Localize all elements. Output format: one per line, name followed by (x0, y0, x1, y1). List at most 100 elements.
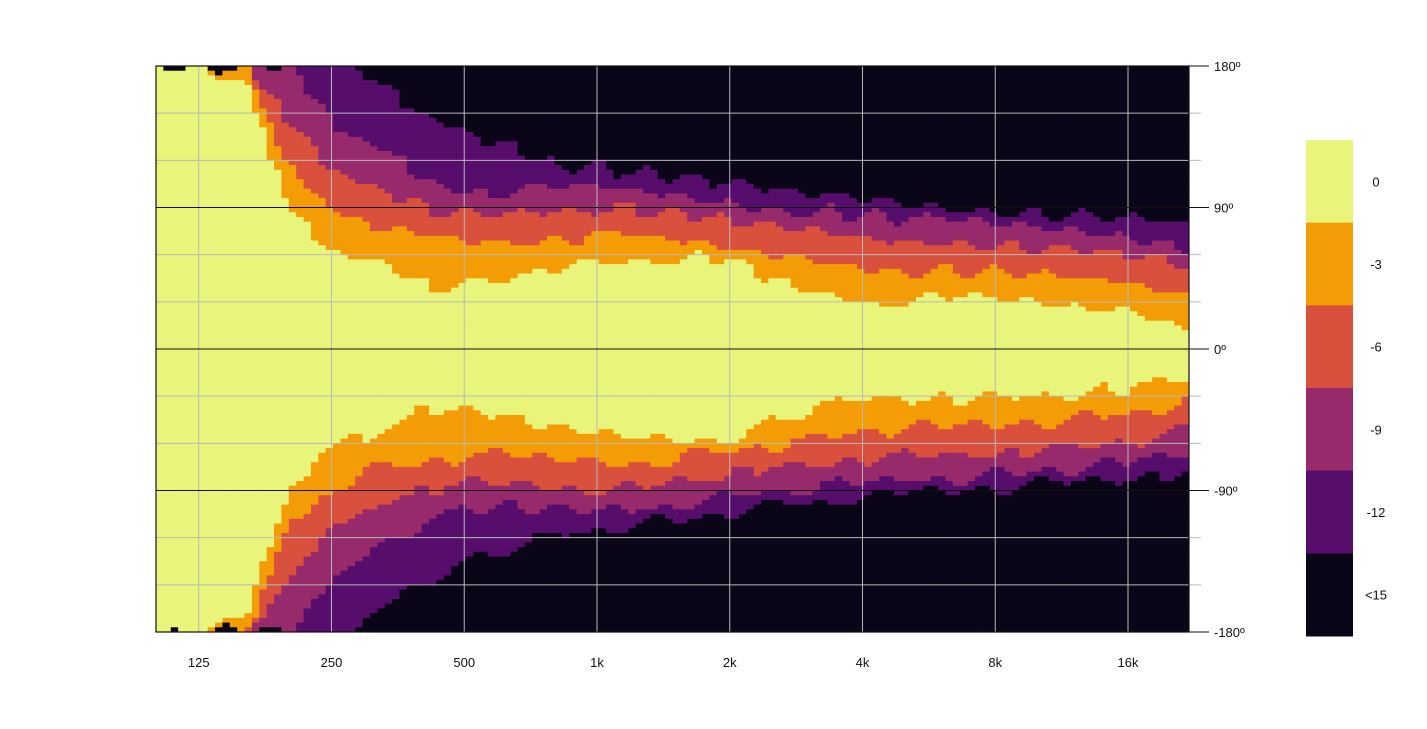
heatmap-cell (436, 344, 445, 350)
heatmap-cell (222, 344, 231, 350)
heatmap-cell (288, 306, 297, 312)
heatmap-cell (318, 221, 327, 227)
heatmap-cell (229, 514, 238, 520)
heatmap-cell (274, 400, 283, 407)
heatmap-cell (414, 608, 423, 614)
heatmap-cell (288, 471, 297, 477)
heatmap-cell (178, 193, 187, 199)
heatmap-cell (288, 282, 297, 289)
heatmap-cell (355, 386, 364, 393)
heatmap-cell (340, 268, 349, 275)
heatmap-cell (429, 297, 437, 303)
heatmap-cell (340, 136, 349, 143)
heatmap-cell (288, 504, 297, 510)
heatmap-cell (318, 490, 327, 496)
heatmap-cell (451, 70, 460, 77)
heatmap-cell (237, 165, 246, 171)
heatmap-cell (310, 499, 319, 506)
heatmap-cell (443, 429, 452, 435)
heatmap-cell (355, 141, 364, 147)
heatmap-cell (237, 259, 246, 265)
heatmap-cell (303, 117, 312, 124)
heatmap-cell (406, 532, 415, 539)
heatmap-cell (333, 339, 342, 345)
heatmap-cell (362, 103, 371, 110)
heatmap-cell (340, 108, 349, 114)
heatmap-cell (392, 268, 401, 275)
heatmap-cell (310, 249, 319, 256)
heatmap-cell (369, 80, 378, 86)
heatmap-cell (259, 528, 268, 534)
heatmap-cell (156, 353, 164, 360)
heatmap-cell (392, 495, 401, 501)
heatmap-cell (156, 448, 164, 454)
heatmap-cell (451, 490, 460, 496)
heatmap-cell (443, 221, 452, 227)
heatmap-cell (399, 99, 408, 105)
heatmap-cell (421, 146, 430, 152)
heatmap-cell (347, 198, 356, 204)
heatmap-cell (406, 245, 415, 251)
heatmap-cell (340, 146, 349, 152)
heatmap-cell (362, 518, 371, 525)
heatmap-cell (362, 415, 371, 421)
heatmap-cell (274, 132, 283, 138)
heatmap-cell (237, 339, 246, 345)
heatmap-cell (333, 315, 342, 322)
heatmap-cell (406, 457, 415, 463)
heatmap-cell (414, 509, 423, 515)
heatmap-cell (185, 183, 194, 190)
heatmap-cell (443, 622, 452, 628)
heatmap-cell (303, 415, 312, 421)
heatmap-cell (429, 363, 437, 369)
heatmap-cell (429, 443, 437, 449)
heatmap-cell (215, 485, 224, 492)
heatmap-cell (414, 84, 423, 91)
heatmap-cell (392, 127, 401, 133)
heatmap-cell (215, 443, 224, 449)
heatmap-cell (244, 452, 253, 459)
heatmap-cell (222, 254, 231, 260)
heatmap-cell (443, 448, 452, 454)
heatmap-cell (296, 594, 305, 600)
heatmap-cell (222, 70, 231, 77)
heatmap-cell (384, 70, 393, 77)
heatmap-cell (362, 141, 371, 147)
heatmap-cell (178, 598, 187, 605)
heatmap-cell (377, 349, 386, 355)
heatmap-cell (200, 448, 209, 454)
heatmap-cell (392, 325, 401, 331)
heatmap-cell (163, 627, 172, 632)
heatmap-cell (369, 589, 378, 595)
heatmap-cell (281, 613, 290, 619)
heatmap-cell (421, 386, 430, 393)
heatmap-cell (303, 382, 312, 388)
heatmap-cell (266, 245, 275, 251)
heatmap-cell (421, 598, 430, 605)
heatmap-cell (244, 221, 253, 227)
heatmap-cell (281, 202, 290, 209)
heatmap-cell (163, 584, 172, 591)
heatmap-cell (237, 99, 246, 105)
heatmap-cell (163, 334, 172, 341)
heatmap-cell (451, 66, 460, 72)
heatmap-cell (362, 254, 371, 260)
heatmap-cell (251, 207, 260, 213)
heatmap-cell (178, 622, 187, 628)
heatmap-cell (399, 273, 408, 279)
heatmap-cell (156, 306, 164, 312)
heatmap-cell (318, 278, 327, 284)
heatmap-cell (185, 207, 194, 213)
heatmap-cell (362, 287, 371, 293)
heatmap-cell (303, 179, 312, 185)
heatmap-cell (237, 334, 246, 341)
heatmap-cell (207, 297, 216, 303)
heatmap-cell (266, 542, 275, 548)
heatmap-cell (384, 278, 393, 284)
heatmap-cell (274, 122, 283, 128)
heatmap-cell (229, 570, 238, 576)
heatmap-cell (229, 443, 238, 449)
heatmap-cell (369, 547, 378, 553)
heatmap-cell (384, 410, 393, 416)
heatmap-cell (207, 386, 216, 393)
